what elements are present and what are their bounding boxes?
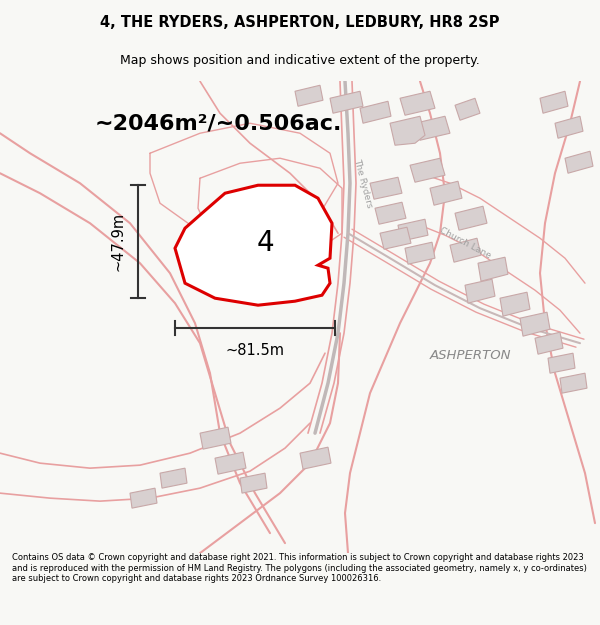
Polygon shape — [390, 116, 425, 145]
Polygon shape — [555, 116, 583, 138]
Polygon shape — [215, 452, 246, 474]
Polygon shape — [540, 91, 568, 113]
Text: Map shows position and indicative extent of the property.: Map shows position and indicative extent… — [120, 54, 480, 68]
Polygon shape — [200, 427, 231, 449]
Text: ~2046m²/~0.506ac.: ~2046m²/~0.506ac. — [94, 113, 341, 133]
Polygon shape — [300, 447, 331, 469]
Text: Church Lane: Church Lane — [438, 226, 493, 261]
Polygon shape — [295, 85, 323, 106]
Polygon shape — [410, 158, 445, 182]
Polygon shape — [160, 468, 187, 488]
Polygon shape — [330, 91, 363, 113]
Text: Contains OS data © Crown copyright and database right 2021. This information is : Contains OS data © Crown copyright and d… — [12, 553, 587, 583]
Polygon shape — [245, 203, 281, 228]
Polygon shape — [240, 473, 267, 493]
Polygon shape — [130, 488, 157, 508]
Polygon shape — [415, 116, 450, 140]
Polygon shape — [535, 332, 563, 354]
Polygon shape — [360, 101, 391, 123]
Text: ~81.5m: ~81.5m — [226, 343, 284, 358]
Polygon shape — [175, 185, 332, 305]
Polygon shape — [548, 353, 575, 373]
Text: ASHPERTON: ASHPERTON — [430, 349, 511, 362]
Polygon shape — [400, 91, 435, 115]
Polygon shape — [478, 258, 508, 281]
Polygon shape — [455, 98, 480, 120]
Polygon shape — [565, 151, 593, 173]
Polygon shape — [370, 177, 402, 199]
Polygon shape — [398, 219, 428, 241]
Text: The Ryders: The Ryders — [352, 158, 374, 209]
Polygon shape — [430, 181, 462, 205]
Polygon shape — [405, 242, 435, 264]
Polygon shape — [520, 312, 550, 336]
Polygon shape — [500, 292, 530, 316]
Polygon shape — [273, 228, 308, 251]
Polygon shape — [560, 373, 587, 393]
Text: ~47.9m: ~47.9m — [111, 212, 126, 271]
Polygon shape — [375, 202, 406, 224]
Polygon shape — [465, 279, 495, 303]
Polygon shape — [380, 228, 411, 249]
Text: 4: 4 — [256, 229, 274, 258]
Polygon shape — [455, 206, 487, 230]
Polygon shape — [450, 238, 481, 262]
Text: 4, THE RYDERS, ASHPERTON, LEDBURY, HR8 2SP: 4, THE RYDERS, ASHPERTON, LEDBURY, HR8 2… — [100, 15, 500, 30]
